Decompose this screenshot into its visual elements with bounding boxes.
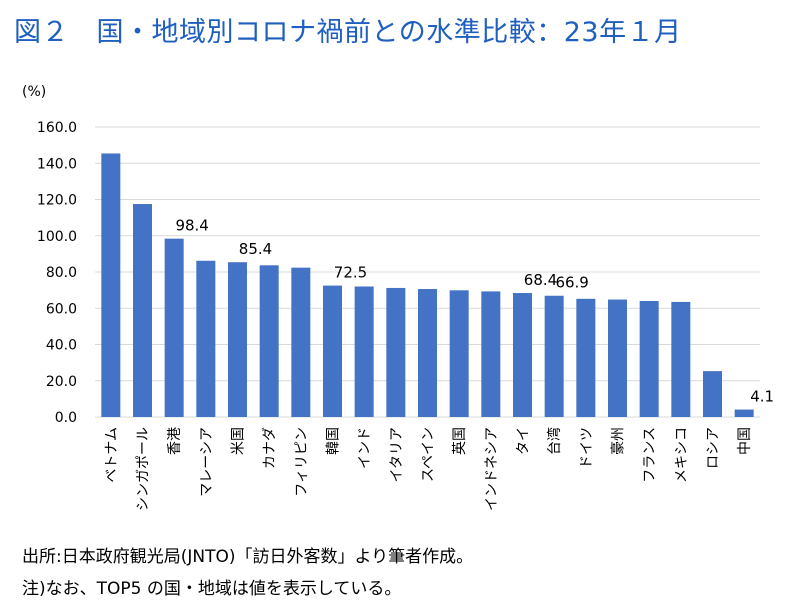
x-category-label: 香港: [167, 427, 183, 455]
remark-note: 注)なお、TOP5 の国・地域は値を表示している。: [22, 579, 402, 599]
y-tick-label: 40.0: [46, 338, 77, 354]
bar-19: [703, 371, 722, 417]
bar-18: [671, 301, 691, 417]
bar-20: [734, 409, 754, 417]
x-category-label: ベトナム: [104, 427, 120, 483]
y-tick-label: 60.0: [46, 301, 77, 317]
bar-1: [133, 204, 152, 417]
x-category-label: イタリア: [389, 427, 405, 482]
y-tick-label: 100.0: [37, 229, 77, 245]
data-label: 72.5: [334, 264, 367, 282]
x-category-label: 中国: [737, 427, 753, 455]
data-label: 66.9: [555, 274, 588, 292]
y-tick-label: 140.0: [37, 156, 77, 172]
bar-13: [513, 293, 532, 417]
data-label: 68.4: [524, 271, 557, 289]
bar-4: [228, 262, 247, 417]
x-category-label: タイ: [516, 427, 532, 455]
x-category-label: マレーシア: [199, 427, 215, 497]
bar-6: [291, 267, 311, 417]
data-label: 85.4: [239, 240, 272, 258]
x-category-label: インドネシア: [484, 427, 500, 511]
x-category-label: 台湾: [546, 427, 563, 455]
bar-17: [639, 301, 659, 417]
x-category-label: ロシア: [706, 427, 722, 469]
bar-8: [354, 286, 374, 417]
bar-7: [323, 285, 342, 417]
x-category-label: インド: [357, 427, 373, 469]
x-category-label: ドイツ: [579, 427, 595, 469]
y-tick-label: 160.0: [37, 120, 77, 136]
x-category-label: カナダ: [262, 427, 278, 469]
x-category-label: スペイン: [421, 427, 437, 482]
y-tick-label: 0.0: [55, 410, 77, 426]
x-category-label: メキシコ: [674, 427, 690, 483]
x-category-label: 韓国: [326, 427, 342, 455]
x-axis-labels: ベトナム シンガポール 香港 マレーシア 米国 カナダ フィリピン 韓国 インド イタリア スペイン…: [104, 427, 753, 511]
x-category-label: シンガポール: [136, 427, 152, 511]
bar-16: [608, 299, 627, 417]
x-category-label: 英国: [451, 427, 468, 455]
source-note: 出所:日本政府観光局(JNTO)「訪日外客数」より筆者作成。: [22, 547, 474, 567]
data-label: 4.1: [750, 388, 774, 406]
data-labels: 98.4 85.4 72.5 68.466.9 4.1: [175, 217, 774, 406]
y-tick-label: 120.0: [37, 193, 77, 209]
chart-title: 図２ 国・地域別コロナ禍前との水準比較：23年１月: [14, 17, 682, 48]
bar-2: [164, 238, 184, 417]
x-category-label: 豪州: [611, 427, 627, 455]
bar-9: [386, 287, 406, 417]
bar-0: [101, 153, 121, 417]
y-axis-ticks: 0.0 20.0 40.0 60.0 80.0 100.0 120.0 140.0 160.0: [37, 120, 77, 426]
y-tick-label: 80.0: [46, 265, 77, 281]
bar-10: [418, 289, 437, 417]
bar-15: [576, 298, 596, 417]
bar-3: [196, 260, 216, 417]
bar-5: [259, 265, 279, 417]
y-tick-label: 20.0: [46, 374, 77, 390]
bar-14: [544, 295, 564, 417]
y-axis-unit-label: (%): [22, 84, 47, 100]
bar-11: [449, 290, 469, 417]
x-category-label: フィリピン: [294, 427, 310, 497]
x-category-label: 米国: [231, 427, 247, 455]
bar-12: [481, 291, 501, 417]
data-label: 98.4: [175, 217, 208, 235]
bar-chart: 0.020.040.060.080.0100.0120.0140.0160.0 …: [37, 120, 774, 511]
x-category-label: フランス: [642, 427, 658, 483]
bars: [101, 153, 754, 417]
